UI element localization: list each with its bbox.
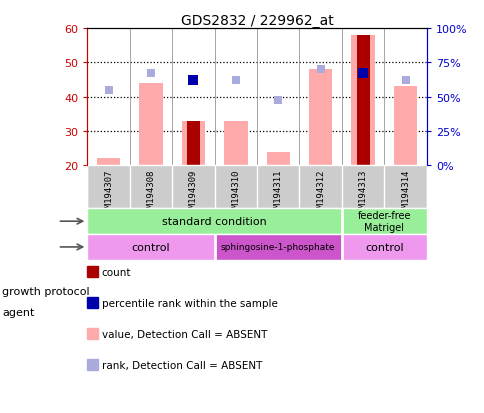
Text: GSM194308: GSM194308: [146, 169, 155, 218]
Bar: [87, 209, 341, 235]
Bar: [308, 70, 332, 166]
Point: [316, 67, 324, 74]
Text: feeder-free
Matrigel: feeder-free Matrigel: [357, 211, 410, 233]
Text: GSM194313: GSM194313: [358, 169, 367, 218]
Text: standard condition: standard condition: [162, 217, 266, 227]
Bar: [266, 152, 289, 166]
Text: percentile rank within the sample: percentile rank within the sample: [102, 299, 277, 309]
Bar: [187, 121, 199, 166]
Text: value, Detection Call = ABSENT: value, Detection Call = ABSENT: [102, 330, 267, 339]
Point: [231, 77, 239, 83]
Bar: [97, 159, 120, 166]
Title: GDS2832 / 229962_at: GDS2832 / 229962_at: [181, 14, 333, 28]
Bar: [341, 209, 426, 235]
Text: control: control: [364, 242, 403, 252]
Point: [359, 70, 366, 77]
Bar: [87, 235, 214, 260]
Point: [274, 97, 282, 104]
Point: [189, 77, 197, 83]
Bar: [214, 235, 341, 260]
Point: [105, 87, 112, 94]
Text: sphingosine-1-phosphate: sphingosine-1-phosphate: [221, 243, 335, 252]
Text: agent: agent: [2, 307, 35, 317]
Text: GSM194309: GSM194309: [188, 169, 197, 218]
Bar: [224, 121, 247, 166]
Text: count: count: [102, 268, 131, 278]
Bar: [351, 36, 374, 166]
Text: GSM194310: GSM194310: [231, 169, 240, 218]
Bar: [341, 235, 426, 260]
Text: GSM194307: GSM194307: [104, 169, 113, 218]
Text: GSM194312: GSM194312: [316, 169, 325, 218]
Point: [147, 70, 154, 77]
Text: control: control: [131, 242, 170, 252]
Text: growth protocol: growth protocol: [2, 286, 90, 296]
Text: rank, Detection Call = ABSENT: rank, Detection Call = ABSENT: [102, 361, 262, 370]
Bar: [393, 87, 416, 166]
Bar: [182, 121, 205, 166]
Text: GSM194311: GSM194311: [273, 169, 282, 218]
Point: [401, 77, 408, 83]
Text: GSM194314: GSM194314: [400, 169, 409, 218]
Bar: [356, 36, 369, 166]
Bar: [139, 84, 162, 166]
